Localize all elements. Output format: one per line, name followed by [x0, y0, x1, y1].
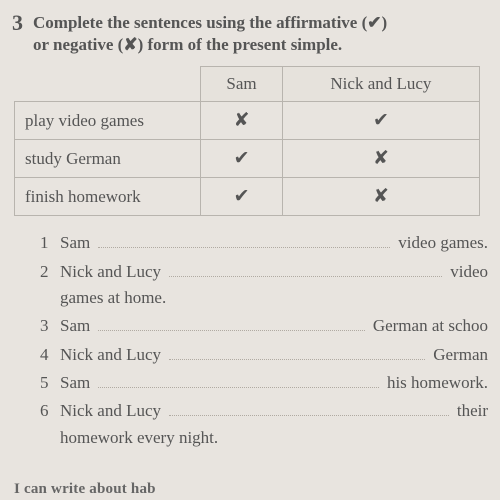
fill-blank[interactable] [98, 230, 390, 248]
fill-blank[interactable] [98, 313, 364, 331]
table-blank-header [15, 67, 201, 102]
sentence-text: video [446, 259, 488, 285]
sentence-continuation: homework every night. [40, 425, 488, 451]
cell-mark: ✘ [283, 140, 479, 178]
instruction-line1: Complete the sentences using the affirma… [33, 13, 387, 32]
table-row: study German ✔ ✘ [15, 140, 480, 178]
sentence-list: 1 Sam video games. 2 Nick and Lucy video… [12, 230, 492, 451]
fill-blank[interactable] [169, 259, 442, 277]
row-label: study German [15, 140, 201, 178]
sentence-text: video games. [394, 230, 488, 256]
sentence-text: Nick and Lucy [60, 259, 165, 285]
sentence-4: 4 Nick and Lucy German [40, 342, 488, 368]
page-cutoff-text: I can write about hab [14, 481, 156, 498]
sentence-text: Nick and Lucy [60, 398, 165, 424]
sentence-3: 3 Sam German at schoo [40, 313, 488, 339]
exercise-number: 3 [12, 12, 23, 34]
sentence-number: 3 [40, 313, 60, 339]
sentence-5: 5 Sam his homework. [40, 370, 488, 396]
cell-mark: ✔ [200, 140, 282, 178]
fill-blank[interactable] [98, 370, 378, 388]
cell-mark: ✔ [200, 178, 282, 216]
sentence-text: their [453, 398, 488, 424]
sentence-number: 5 [40, 370, 60, 396]
table-row: play video games ✘ ✔ [15, 102, 480, 140]
exercise-instruction: 3 Complete the sentences using the affir… [12, 12, 492, 56]
instruction-text: Complete the sentences using the affirma… [33, 12, 387, 56]
instruction-line2: or negative (✘) form of the present simp… [33, 35, 342, 54]
cell-mark: ✘ [200, 102, 282, 140]
sentence-number: 1 [40, 230, 60, 256]
sentence-text: German [429, 342, 488, 368]
cell-mark: ✘ [283, 178, 479, 216]
cell-mark: ✔ [283, 102, 479, 140]
fill-blank[interactable] [169, 342, 425, 360]
sentence-number: 6 [40, 398, 60, 424]
fill-blank[interactable] [169, 398, 448, 416]
sentence-text: Nick and Lucy [60, 342, 165, 368]
row-label: finish homework [15, 178, 201, 216]
table-row: finish homework ✔ ✘ [15, 178, 480, 216]
sentence-text: his homework. [383, 370, 488, 396]
sentence-text: Sam [60, 370, 94, 396]
table-header-nicklucy: Nick and Lucy [283, 67, 479, 102]
sentence-continuation: games at home. [40, 285, 488, 311]
sentence-text: Sam [60, 313, 94, 339]
sentence-6: 6 Nick and Lucy their homework every nig… [40, 398, 488, 451]
sentence-number: 4 [40, 342, 60, 368]
sentence-1: 1 Sam video games. [40, 230, 488, 256]
table-header-sam: Sam [200, 67, 282, 102]
sentence-text: Sam [60, 230, 94, 256]
sentence-number: 2 [40, 259, 60, 285]
grammar-table: Sam Nick and Lucy play video games ✘ ✔ s… [14, 66, 480, 216]
sentence-2: 2 Nick and Lucy video games at home. [40, 259, 488, 312]
row-label: play video games [15, 102, 201, 140]
sentence-text: German at schoo [369, 313, 488, 339]
